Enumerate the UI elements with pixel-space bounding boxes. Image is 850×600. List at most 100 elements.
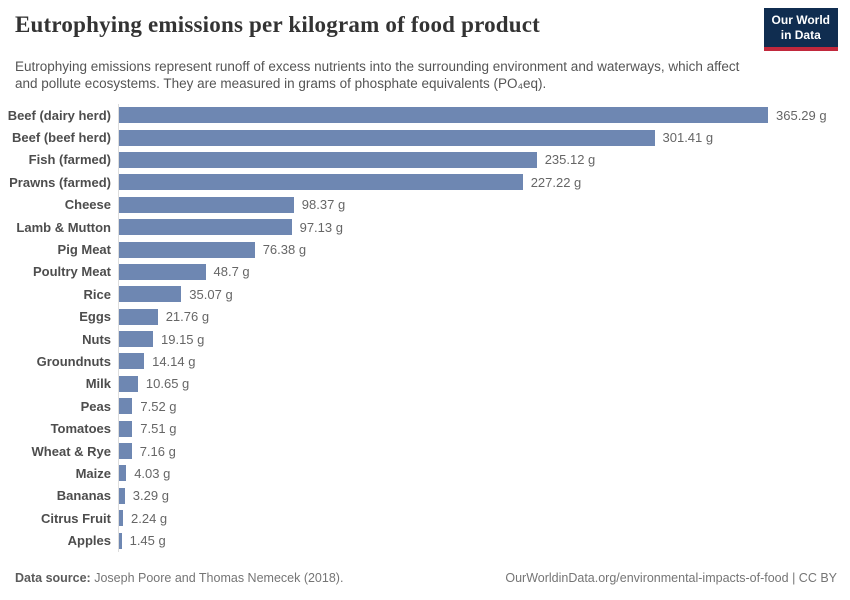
value-label: 97.13 g [299, 219, 343, 235]
bar[interactable] [119, 263, 206, 280]
value-label: 1.45 g [129, 533, 166, 549]
category-label: Groundnuts [36, 353, 111, 369]
value-label: 14.14 g [152, 353, 196, 369]
bar[interactable] [119, 196, 294, 213]
bar-row: Beef (beef herd) 301.41 g [0, 126, 850, 149]
bar-track: 21.76 g [118, 305, 850, 328]
value-label: 19.15 g [161, 331, 205, 347]
bar[interactable] [119, 420, 133, 437]
category-label: Tomatoes [50, 421, 111, 437]
bar[interactable] [119, 151, 537, 168]
data-source-text: Joseph Poore and Thomas Nemecek (2018). [90, 571, 344, 585]
bar-row: Groundnuts 14.14 g [0, 350, 850, 373]
value-label: 48.7 g [213, 264, 250, 280]
bar-row: Pig Meat 76.38 g [0, 238, 850, 261]
bar-track: 1.45 g [118, 529, 850, 552]
value-label: 235.12 g [544, 152, 596, 168]
category-label: Apples [67, 533, 111, 549]
bar-track: 3.29 g [118, 484, 850, 508]
value-label: 365.29 g [776, 107, 827, 123]
bar-row: Nuts 19.15 g [0, 327, 850, 351]
category-label: Cheese [64, 197, 111, 213]
value-label: 10.65 g [145, 376, 190, 392]
bar-track: 7.16 g [118, 439, 850, 463]
category-label: Poultry Meat [32, 264, 111, 280]
bar[interactable] [119, 398, 133, 415]
value-label: 35.07 g [189, 286, 233, 302]
value-label: 76.38 g [262, 242, 307, 258]
bar-row: Citrus Fruit 2.24 g [0, 507, 850, 530]
bar-track: 76.38 g [118, 238, 850, 261]
bar-row: Poultry Meat 48.7 g [0, 260, 850, 284]
value-label: 7.16 g [139, 443, 176, 459]
footer-attribution: OurWorldinData.org/environmental-impacts… [505, 571, 837, 585]
bar[interactable] [119, 487, 125, 504]
bar[interactable] [119, 532, 122, 549]
bar-rows: Beef (dairy herd) 365.29 g Beef (beef herd… [0, 104, 850, 552]
category-label: Pig Meat [57, 242, 111, 258]
bar-track: 301.41 g [118, 126, 850, 149]
category-label: Eggs [79, 309, 111, 325]
bar-row: Fish (farmed) 235.12 g [0, 148, 850, 172]
bar-track: 7.51 g [118, 417, 850, 440]
bar[interactable] [119, 107, 768, 124]
bar[interactable] [119, 129, 655, 146]
category-label: Beef (dairy herd) [7, 107, 111, 123]
bar-row: Bananas 3.29 g [0, 484, 850, 508]
bar-track: 227.22 g [118, 171, 850, 194]
bar-track: 97.13 g [118, 215, 850, 239]
bar-row: Prawns (farmed) 227.22 g [0, 171, 850, 194]
bar[interactable] [119, 510, 123, 527]
value-label: 7.52 g [140, 398, 177, 414]
value-label: 7.51 g [140, 421, 177, 437]
bar-track: 365.29 g [118, 104, 850, 127]
category-label: Bananas [56, 488, 111, 504]
owid-logo[interactable]: Our World in Data [763, 8, 838, 51]
bar-row: Cheese 98.37 g [0, 193, 850, 216]
bar[interactable] [119, 286, 182, 303]
bar[interactable] [119, 174, 523, 191]
bar[interactable] [119, 331, 153, 348]
category-label: Wheat & Rye [31, 443, 111, 459]
bar[interactable] [119, 465, 127, 482]
bar[interactable] [119, 443, 132, 460]
category-label: Citrus Fruit [40, 510, 111, 526]
bar[interactable] [119, 308, 158, 325]
bar-row: Tomatoes 7.51 g [0, 417, 850, 440]
bar-track: 48.7 g [118, 260, 850, 284]
bar-track: 35.07 g [118, 283, 850, 306]
bar-track: 235.12 g [118, 148, 850, 172]
category-label: Beef (beef herd) [12, 130, 111, 146]
footer-license: | CC BY [788, 571, 837, 585]
bar[interactable] [119, 353, 145, 370]
bar-row: Milk 10.65 g [0, 372, 850, 396]
bar-row: Lamb & Mutton 97.13 g [0, 215, 850, 239]
bar-track: 4.03 g [118, 462, 850, 485]
owid-logo-line2: in Data [780, 28, 821, 42]
bar[interactable] [119, 375, 138, 392]
data-source: Data source: Joseph Poore and Thomas Nem… [15, 571, 343, 585]
value-label: 227.22 g [530, 174, 582, 190]
data-source-label: Data source: [15, 571, 91, 585]
category-label: Prawns (farmed) [9, 174, 111, 190]
value-label: 4.03 g [134, 465, 171, 481]
owid-logo-line1: Our World [771, 13, 830, 27]
bar[interactable] [119, 219, 292, 236]
bar[interactable] [119, 241, 255, 258]
category-label: Rice [83, 286, 111, 302]
bar-chart: Beef (dairy herd) 365.29 g Beef (beef herd… [0, 104, 850, 552]
value-label: 3.29 g [132, 488, 169, 504]
bar-row: Eggs 21.76 g [0, 305, 850, 328]
bar-track: 2.24 g [118, 507, 850, 530]
category-label: Peas [80, 398, 111, 414]
footer-url-link[interactable]: OurWorldinData.org/environmental-impacts… [505, 571, 789, 585]
bar-track: 10.65 g [118, 372, 850, 396]
bar-row: Rice 35.07 g [0, 283, 850, 306]
category-label: Milk [85, 376, 111, 392]
category-label: Lamb & Mutton [16, 219, 111, 235]
bar-track: 7.52 g [118, 395, 850, 418]
category-label: Maize [75, 465, 111, 481]
value-label: 98.37 g [301, 197, 346, 213]
bar-track: 14.14 g [118, 350, 850, 373]
